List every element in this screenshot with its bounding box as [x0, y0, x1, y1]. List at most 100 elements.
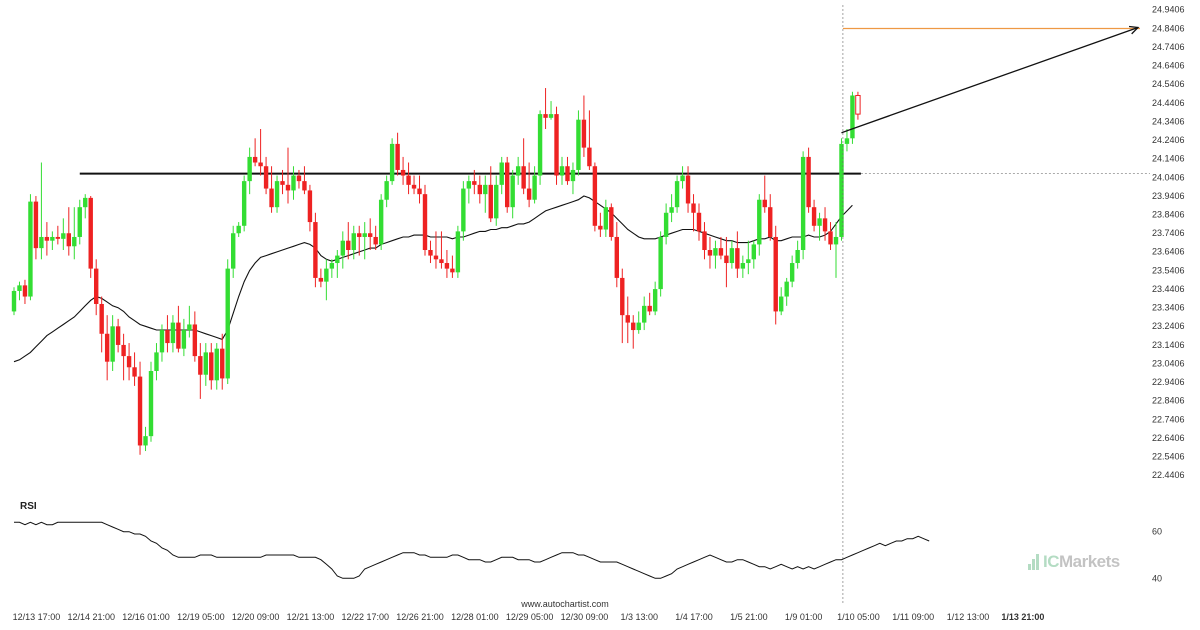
candle: [126, 343, 132, 381]
price-tick-label: 23.5406: [1152, 265, 1185, 275]
candle: [55, 225, 61, 245]
candle-body: [691, 203, 696, 213]
candle-body: [543, 114, 548, 118]
candle: [663, 203, 669, 245]
candle: [647, 292, 652, 316]
candle: [587, 110, 592, 170]
candle-body: [263, 166, 269, 189]
candle: [499, 156, 504, 195]
candle-body: [800, 156, 806, 250]
candle: [455, 225, 461, 278]
price-axis: 24.9406 24.8406 24.7406 24.6406 24.5406 24.44…: [1152, 5, 1185, 480]
candle: [828, 222, 833, 250]
candle-body: [346, 240, 351, 250]
candle: [466, 175, 472, 204]
candle: [231, 225, 236, 278]
candle-body: [181, 330, 187, 349]
candle-body: [631, 322, 636, 331]
candle-body: [324, 268, 329, 282]
price-tick-label: 24.4406: [1152, 98, 1185, 108]
candle: [603, 199, 609, 237]
time-tick-label: 12/29 05:00: [506, 612, 554, 622]
candle: [104, 315, 110, 381]
candle: [346, 222, 351, 260]
price-tick-label: 23.1406: [1152, 340, 1185, 350]
candle: [220, 333, 225, 390]
time-tick-label: 12/19 05:00: [177, 612, 225, 622]
candle: [477, 175, 482, 204]
candle: [685, 166, 691, 213]
candle-body: [340, 240, 345, 256]
candle-body: [406, 175, 411, 185]
price-tick-label: 24.6406: [1152, 61, 1185, 71]
price-tick-label: 22.8406: [1152, 396, 1185, 406]
candle-body: [389, 143, 395, 182]
candle-body: [696, 212, 702, 232]
candle-body: [757, 199, 762, 245]
candle: [318, 268, 324, 288]
candle-body: [718, 248, 724, 256]
candle: [543, 88, 548, 129]
candle: [313, 212, 318, 288]
candle-body: [132, 367, 137, 377]
candle-body: [850, 95, 855, 139]
candle: [258, 129, 263, 176]
candle: [307, 184, 313, 232]
candle: [795, 240, 800, 269]
candle: [806, 147, 811, 213]
candle-body: [663, 212, 669, 237]
candle: [72, 207, 77, 260]
candle-body: [674, 181, 680, 208]
candle-body: [488, 184, 493, 219]
overlay-layer: [841, 5, 1140, 605]
candle-body: [28, 201, 33, 297]
candle-body: [713, 248, 718, 256]
candle: [121, 333, 126, 381]
candle-body: [587, 147, 592, 167]
candle-body: [285, 184, 291, 191]
candle-body: [652, 289, 658, 312]
candle: [33, 196, 39, 260]
candle-body: [773, 236, 778, 312]
candle-body: [66, 233, 71, 247]
candle: [691, 194, 696, 232]
candle-body: [729, 248, 735, 264]
candle-body: [746, 259, 751, 264]
candle: [800, 151, 806, 260]
time-tick-label: 12/28 01:00: [451, 612, 499, 622]
candle: [729, 240, 735, 269]
candle: [510, 169, 515, 219]
candle: [373, 225, 378, 250]
candle: [494, 175, 499, 226]
candle: [817, 212, 822, 241]
candle-body: [94, 268, 99, 304]
candle-body: [532, 175, 537, 200]
price-tick-label: 22.5406: [1152, 452, 1185, 462]
candle: [576, 110, 581, 176]
candle-body: [220, 348, 225, 379]
candle: [214, 343, 219, 390]
candle-body: [620, 277, 625, 316]
candle: [209, 343, 214, 390]
candle: [400, 156, 406, 185]
candle-body: [636, 322, 641, 331]
candle-body: [789, 263, 795, 282]
candle-body: [280, 181, 285, 185]
candle: [291, 166, 296, 200]
candle: [357, 225, 362, 256]
candle: [680, 166, 685, 189]
candle: [773, 225, 778, 325]
candle-body: [450, 268, 455, 273]
candle-body: [148, 371, 154, 437]
price-tick-label: 24.9406: [1152, 5, 1185, 15]
price-tick-label: 22.7406: [1152, 414, 1185, 424]
time-tick-label: 12/26 21:00: [396, 612, 444, 622]
time-tick-label: 12/16 01:00: [122, 612, 170, 622]
candle-body: [603, 207, 609, 230]
candle: [784, 277, 789, 306]
price-tick-label: 24.7406: [1152, 42, 1185, 52]
candle-body: [22, 285, 28, 297]
candle: [137, 361, 143, 455]
moving-average-line: [13, 195, 853, 363]
candle-body: [362, 233, 367, 237]
